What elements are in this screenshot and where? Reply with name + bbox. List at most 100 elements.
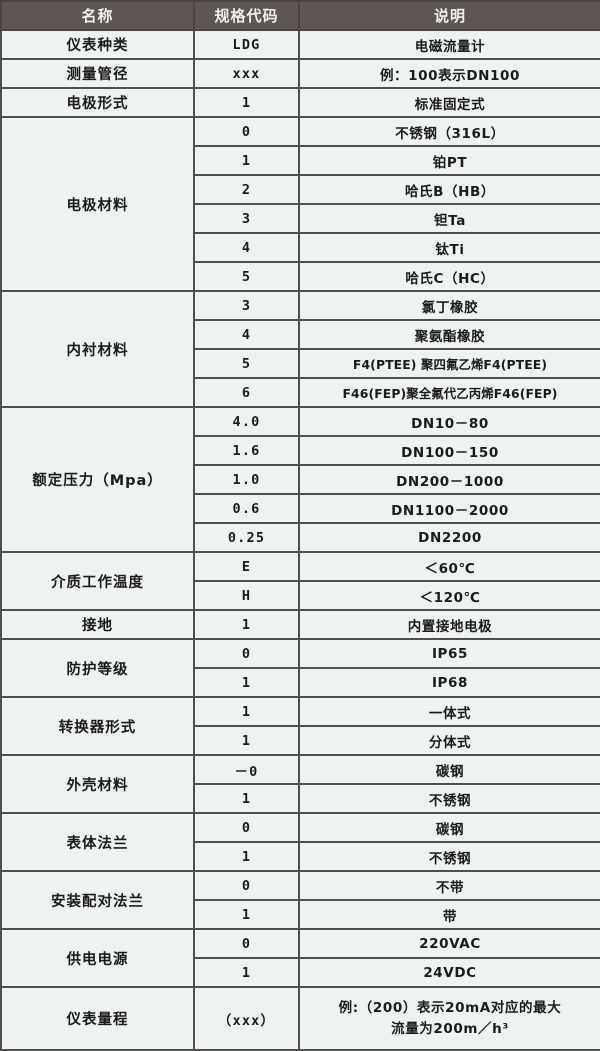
description-cell: IP65 (298, 638, 600, 669)
description-cell: 铂PT (298, 145, 600, 176)
spec-code-cell: 0 (193, 812, 300, 843)
description-cell: 哈氏B（HB） (298, 174, 600, 205)
spec-code-cell: 0 (193, 638, 300, 669)
description-cell: 内置接地电极 (298, 609, 600, 640)
description-cell: ＜60℃ (298, 551, 600, 582)
description-cell: F46(FEP)聚全氟代乙丙烯F46(FEP) (298, 377, 600, 408)
spec-code-cell: 0.6 (193, 493, 300, 524)
table-row: 1 不锈钢 (1, 841, 600, 872)
description-cell: 聚氨酯橡胶 (298, 319, 600, 350)
spec-code-cell: 1 (193, 696, 300, 727)
spec-code-cell: LDG (193, 29, 300, 60)
table-row: 4 钛Ti (1, 232, 600, 263)
description-line: 流量为200m／h³ (391, 1020, 509, 1037)
table-row: 外壳材料 －0 碳钢 (0, 754, 600, 814)
row-name-cell: 额定压力（Mpa） (0, 406, 195, 553)
description-cell: 不锈钢 (298, 783, 600, 814)
table-row: 5 F4(PTEE) 聚四氟乙烯F4(PTEE) (1, 348, 600, 379)
spec-code-cell: 1.6 (193, 435, 300, 466)
spec-code-cell: 1.0 (193, 464, 300, 495)
table-row: 1 铂PT (1, 145, 600, 176)
row-name-cell: 仪表种类 (0, 29, 195, 60)
description-cell: 碳钢 (298, 754, 600, 785)
spec-code-cell: 0.25 (193, 522, 300, 553)
table-row: 3 钽Ta (1, 203, 600, 234)
table-header: 名称 规格代码 说明 (0, 0, 600, 31)
description-cell: 220VAC (298, 928, 600, 959)
spec-code-cell: 1 (193, 841, 300, 872)
description-cell: 标准固定式 (298, 87, 600, 118)
row-name-cell: 安装配对法兰 (0, 870, 195, 930)
description-cell: DN2200 (298, 522, 600, 553)
description-cell: 钛Ti (298, 232, 600, 263)
description-cell: DN10－80 (298, 406, 600, 437)
spec-code-cell: 4 (193, 232, 300, 263)
table-row: 安装配对法兰 0 不带 (0, 870, 600, 930)
table-row: 内衬材料 3 氯丁橡胶 (0, 290, 600, 408)
row-name-cell: 测量管径 (0, 58, 195, 89)
spec-code-cell: 0 (193, 928, 300, 959)
column-header-spec-code: 规格代码 (193, 0, 300, 31)
description-cell: 例：100表示DN100 (298, 58, 600, 89)
row-name-cell: 表体法兰 (0, 812, 195, 872)
row-name-cell: 电极材料 (0, 116, 195, 292)
description-cell: IP68 (298, 667, 600, 698)
row-name-cell: 内衬材料 (0, 290, 195, 408)
description-cell: 不带 (298, 870, 600, 901)
spec-code-cell: H (193, 580, 300, 611)
spec-code-cell: 1 (193, 957, 300, 988)
spec-code-cell: xxx (193, 58, 300, 89)
row-name-cell: 仪表量程 (0, 986, 195, 1051)
table-row: 电极材料 0 不锈钢（316L） (0, 116, 600, 292)
row-name-cell: 防护等级 (0, 638, 195, 698)
column-header-description: 说明 (298, 0, 600, 31)
table-row: 测量管径 xxx 例：100表示DN100 (0, 58, 600, 89)
description-cell: 不锈钢 (298, 841, 600, 872)
spec-code-cell: （xxx） (193, 986, 300, 1051)
row-name-cell: 转换器形式 (0, 696, 195, 756)
spec-code-cell: 6 (193, 377, 300, 408)
table-row: 供电电源 0 220VAC (0, 928, 600, 988)
table-row: 仪表量程 （xxx） 例:（200）表示20mA对应的最大 流量为200m／h³ (0, 986, 600, 1051)
spec-code-cell: 3 (193, 290, 300, 321)
spec-code-cell: 1 (193, 609, 300, 640)
spec-code-cell: 1 (193, 87, 300, 118)
spec-code-cell: 1 (193, 899, 300, 930)
spec-code-cell: 2 (193, 174, 300, 205)
description-cell: DN100－150 (298, 435, 600, 466)
description-cell: 带 (298, 899, 600, 930)
table-row: H ＜120℃ (1, 580, 600, 611)
spec-code-cell: 4 (193, 319, 300, 350)
spec-code-cell: 1 (193, 725, 300, 756)
description-line: 例:（200）表示20mA对应的最大 (338, 1000, 562, 1017)
spec-code-cell: E (193, 551, 300, 582)
row-name-cell: 外壳材料 (0, 754, 195, 814)
table-row: 额定压力（Mpa） 4.0 DN10－80 (0, 406, 600, 553)
description-cell: 钽Ta (298, 203, 600, 234)
description-cell: DN200－1000 (298, 464, 600, 495)
row-name-cell: 电极形式 (0, 87, 195, 118)
table-row: 1 不锈钢 (1, 783, 600, 814)
spec-code-cell: 1 (193, 145, 300, 176)
description-cell: 24VDC (298, 957, 600, 988)
description-cell: 不锈钢（316L） (298, 116, 600, 147)
spec-code-cell: 4.0 (193, 406, 300, 437)
table-row: 电极形式 1 标准固定式 (0, 87, 600, 118)
table-row: 0.25 DN2200 (1, 522, 600, 553)
table-row: 0.6 DN1100－2000 (1, 493, 600, 524)
description-cell: 碳钢 (298, 812, 600, 843)
description-cell: 例:（200）表示20mA对应的最大 流量为200m／h³ (298, 986, 600, 1051)
table-row: 仪表种类 LDG 电磁流量计 (0, 29, 600, 60)
spec-code-cell: 1 (193, 783, 300, 814)
header-row: 名称 规格代码 说明 (0, 0, 600, 31)
table-row: 1 分体式 (1, 725, 600, 756)
column-header-name: 名称 (0, 0, 195, 31)
description-cell: 电磁流量计 (298, 29, 600, 60)
description-cell: 一体式 (298, 696, 600, 727)
table-row: 表体法兰 0 碳钢 (0, 812, 600, 872)
table-row: 2 哈氏B（HB） (1, 174, 600, 205)
description-cell: 氯丁橡胶 (298, 290, 600, 321)
table-row: 1.0 DN200－1000 (1, 464, 600, 495)
